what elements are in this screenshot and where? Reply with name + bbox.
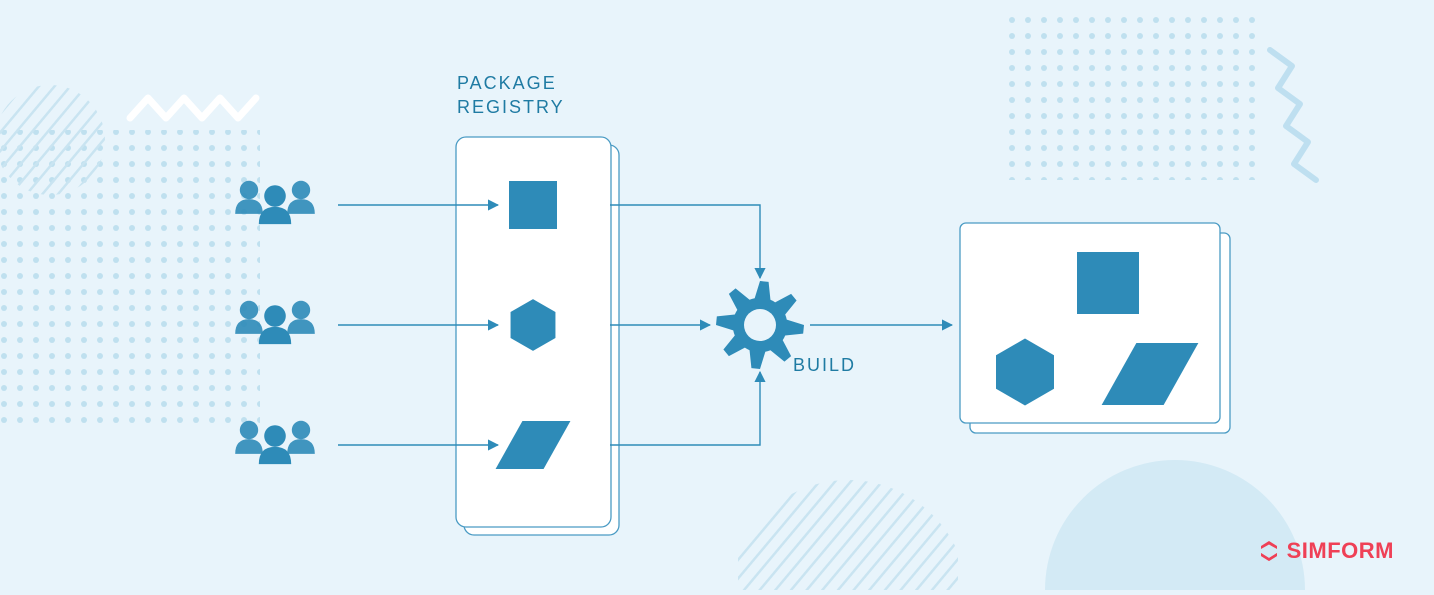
output-square-icon xyxy=(1077,252,1139,314)
flow-arrow xyxy=(610,372,760,445)
diagram-svg xyxy=(0,0,1434,590)
package-registry-label: PACKAGE REGISTRY xyxy=(457,71,565,120)
build-label: BUILD xyxy=(793,353,856,377)
diagram-canvas: PACKAGE REGISTRY BUILD SIMFORM xyxy=(0,0,1434,590)
flow-arrow xyxy=(610,205,760,278)
simform-icon xyxy=(1257,539,1281,563)
team-icon xyxy=(235,421,315,464)
registry-square-icon xyxy=(509,181,557,229)
brand-name: SIMFORM xyxy=(1287,538,1394,564)
brand-logo: SIMFORM xyxy=(1257,538,1394,564)
gear-hole xyxy=(744,309,776,341)
